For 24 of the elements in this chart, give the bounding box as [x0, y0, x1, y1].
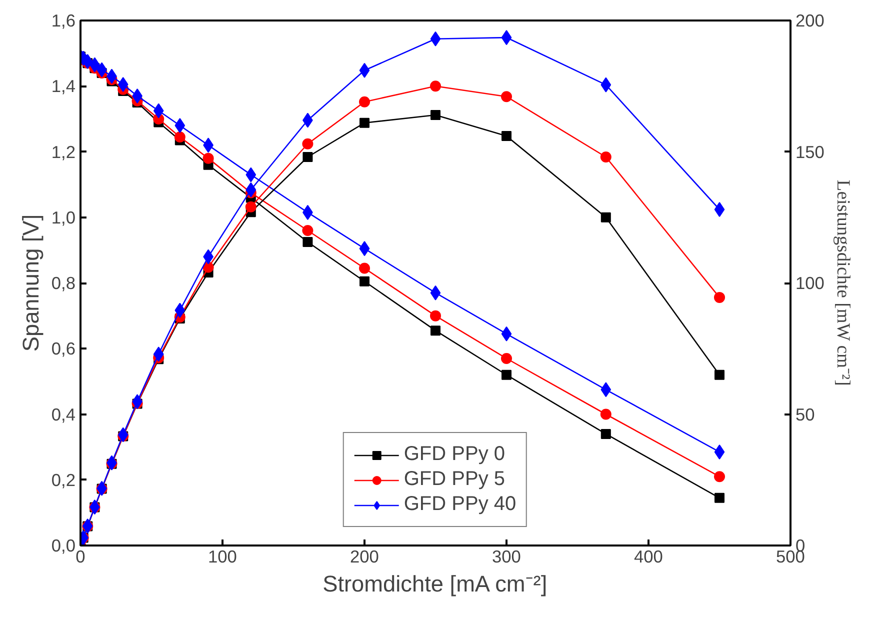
x-tick-label: 0 — [76, 546, 86, 566]
y-tick-label: 0,4 — [51, 404, 76, 424]
y2-axis-title: Leistungsdichte [mW cm⁻²] — [832, 180, 854, 386]
x-tick-label: 400 — [634, 546, 663, 566]
x-tick-label: 300 — [492, 546, 521, 566]
y-tick-label: 1,2 — [51, 142, 76, 162]
x-tick-label: 100 — [208, 546, 237, 566]
y-tick-label: 1,4 — [51, 76, 76, 96]
y-tick-label: 1,0 — [51, 207, 76, 228]
legend-label: GFD PPy 5 — [404, 468, 506, 491]
x-tick-label: 200 — [350, 546, 379, 566]
x-axis-title: Stromdichte [mA cm⁻²] — [322, 570, 548, 596]
y2-tick-label: 50 — [796, 404, 815, 424]
y-tick-label: 0,8 — [51, 273, 76, 293]
y-tick-label: 0,2 — [51, 470, 76, 490]
y-axis-title: Spannung [V] — [17, 214, 44, 352]
y2-tick-label: 100 — [796, 273, 824, 293]
y2-tick-label: 200 — [796, 10, 824, 30]
y2-tick-label: 150 — [796, 142, 824, 162]
legend-label: GFD PPy 40 — [404, 493, 516, 516]
legend-label: GFD PPy 0 — [404, 443, 506, 466]
y-tick-label: 1,6 — [51, 10, 76, 30]
y-tick-label: 0,6 — [51, 338, 76, 359]
y-tick-label: 0,0 — [51, 536, 76, 556]
